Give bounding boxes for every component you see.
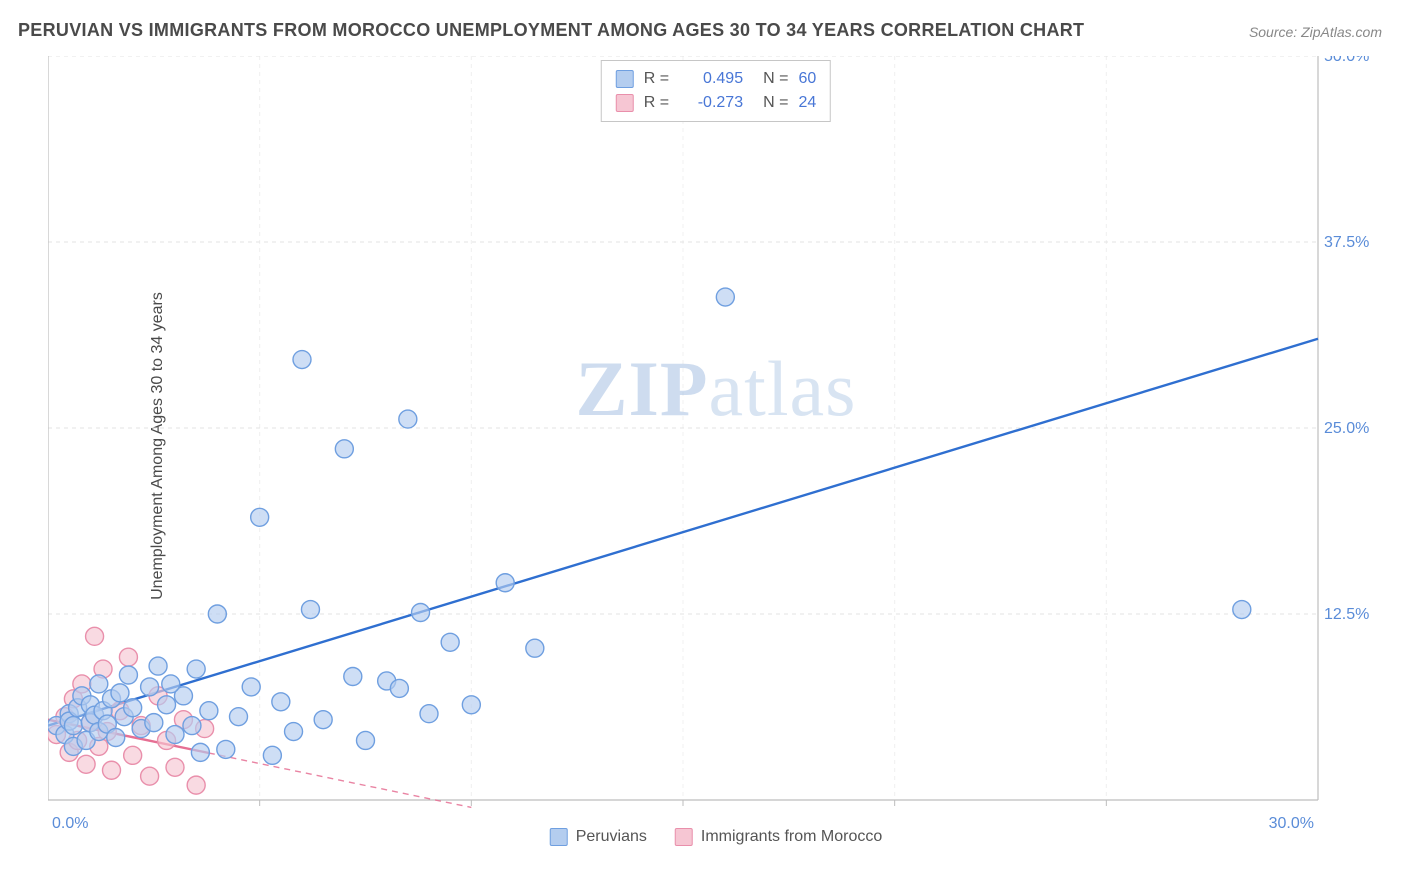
correlation-legend: R = 0.495 N = 60 R = -0.273 N = 24 (601, 60, 831, 122)
r-value-1: -0.273 (679, 91, 743, 115)
swatch-morocco (616, 94, 634, 112)
svg-text:30.0%: 30.0% (1269, 815, 1314, 832)
r-label: R = (644, 91, 669, 115)
corr-row-0: R = 0.495 N = 60 (616, 67, 816, 91)
n-value-0: 60 (798, 67, 816, 91)
corr-row-1: R = -0.273 N = 24 (616, 91, 816, 115)
svg-text:12.5%: 12.5% (1324, 606, 1369, 623)
chart-svg: 12.5% 25.0% 37.5% 50.0% 0.0% 30.0% (48, 56, 1384, 848)
legend-label: Immigrants from Morocco (701, 828, 882, 846)
r-label: R = (644, 67, 669, 91)
r-value-0: 0.495 (679, 67, 743, 91)
swatch-peruvians (550, 828, 568, 846)
source-label: Source: ZipAtlas.com (1249, 24, 1382, 40)
legend-label: Peruvians (576, 828, 647, 846)
legend-item-peruvians: Peruvians (550, 828, 647, 846)
svg-text:50.0%: 50.0% (1324, 56, 1369, 65)
svg-text:37.5%: 37.5% (1324, 234, 1369, 251)
chart-title: PERUVIAN VS IMMIGRANTS FROM MOROCCO UNEM… (18, 20, 1084, 41)
swatch-morocco (675, 828, 693, 846)
legend-item-morocco: Immigrants from Morocco (675, 828, 882, 846)
n-label: N = (763, 91, 788, 115)
svg-text:25.0%: 25.0% (1324, 420, 1369, 437)
svg-text:0.0%: 0.0% (52, 815, 88, 832)
bottom-legend: Peruvians Immigrants from Morocco (550, 828, 883, 846)
n-label: N = (763, 67, 788, 91)
n-value-1: 24 (798, 91, 816, 115)
plot-area: 12.5%25.0%37.5%50.0%0.0%30.0% ZIPatlas R… (48, 56, 1384, 848)
swatch-peruvians (616, 70, 634, 88)
